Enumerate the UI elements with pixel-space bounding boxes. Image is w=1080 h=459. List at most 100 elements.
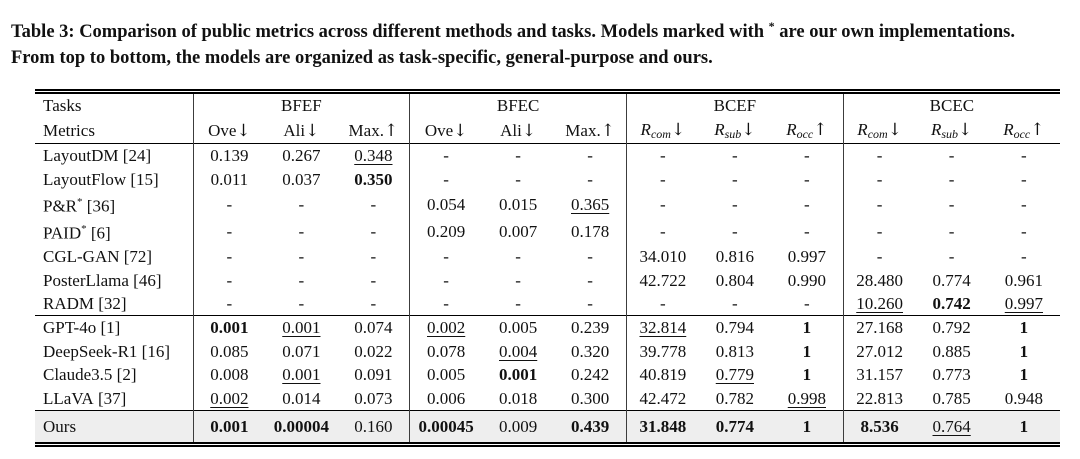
metric-header-bcef-rocc: Rocc↑ bbox=[771, 118, 843, 144]
metric-cell: 0.009 bbox=[482, 409, 555, 445]
down-arrow-icon: ↓ bbox=[453, 120, 468, 141]
metric-cell: - bbox=[192, 190, 266, 219]
metric-header-bcec-rocc: Rocc↑ bbox=[988, 118, 1060, 144]
metric-cell: 0.239 bbox=[554, 315, 627, 340]
metric-cell: - bbox=[804, 146, 810, 166]
table-row: Claude3.5 [2] 0.008 0.001 0.091 0.005 0.001 0.… bbox=[35, 363, 1060, 387]
metric-label: Ali bbox=[283, 120, 306, 140]
model-name: DeepSeek-R1 [16] bbox=[43, 341, 170, 361]
metric-cell: - bbox=[732, 293, 738, 313]
metric-header-bfec-ali: Ali↓ bbox=[482, 118, 554, 144]
metric-cell: 0.005 bbox=[482, 315, 555, 340]
metric-cell: 0.011 bbox=[192, 167, 266, 191]
model-name: P&R* [36] bbox=[43, 195, 116, 216]
metric-cell: - bbox=[1021, 146, 1027, 166]
metric-cell: - bbox=[1021, 194, 1027, 214]
metric-cell: - bbox=[625, 291, 699, 316]
metric-cell: 1 bbox=[771, 409, 844, 445]
metric-cell: - bbox=[515, 293, 521, 313]
metric-cell: - bbox=[1021, 247, 1027, 267]
down-arrow-icon: ↓ bbox=[958, 120, 973, 141]
model-name: PosterLlama [46] bbox=[43, 270, 162, 290]
metric-cell: - bbox=[409, 268, 482, 292]
model-name: LayoutFlow [15] bbox=[43, 169, 159, 189]
model-name: Ours bbox=[35, 409, 193, 445]
metric-cell: 0.782 bbox=[715, 388, 754, 408]
caption-text: Table 3: Comparison of public metrics ac… bbox=[11, 22, 769, 43]
metric-header-bfef-ove: Ove↓ bbox=[192, 118, 266, 144]
metric-cell: 1 bbox=[802, 341, 812, 361]
metric-label: R bbox=[786, 120, 797, 140]
metric-cell: 0.001 bbox=[282, 365, 321, 385]
metric-label: Max. bbox=[565, 120, 601, 140]
metric-cell: 31.848 bbox=[625, 409, 699, 445]
metric-cell: - bbox=[587, 270, 593, 290]
metric-cell: 0.001 bbox=[192, 409, 266, 445]
caption-line-2: From top to bottom, the models are organ… bbox=[11, 48, 713, 69]
metric-cell: 0.085 bbox=[192, 339, 266, 364]
metric-cell: 40.819 bbox=[625, 363, 699, 387]
metric-cell: 0.785 bbox=[932, 388, 971, 408]
model-name: LayoutDM [24] bbox=[43, 146, 152, 166]
metric-cell: 27.168 bbox=[842, 315, 916, 340]
model-name: GPT-4o [1] bbox=[35, 315, 193, 340]
metric-cell: 0.078 bbox=[409, 339, 482, 364]
table-row: GPT-4o [1] 0.001 0.001 0.074 0.002 0.005 0.239… bbox=[35, 315, 1060, 340]
metric-cell: 0.002 bbox=[192, 386, 266, 411]
metric-cell: 31.157 bbox=[842, 363, 916, 387]
metric-cell: 0.037 bbox=[282, 169, 321, 189]
caption-text-cont: are our own implementations. bbox=[774, 22, 1016, 43]
metric-subscript: com bbox=[650, 127, 671, 142]
metric-cell: 0.792 bbox=[915, 315, 988, 340]
metric-cell: - bbox=[732, 169, 738, 189]
up-arrow-icon: ↑ bbox=[383, 120, 399, 141]
metric-cell: 28.480 bbox=[842, 268, 916, 292]
metric-label: R bbox=[857, 120, 868, 140]
table-row: P&R* [36] - - -0.054 0.015 0.365- - - - - - bbox=[35, 190, 1060, 219]
metric-cell: - bbox=[948, 247, 955, 267]
metric-cell: 39.778 bbox=[625, 339, 699, 364]
metric-cell: 0.885 bbox=[932, 341, 971, 361]
table-row: DeepSeek-R1 [16] 0.085 0.071 0.022 0.078 0.00… bbox=[35, 339, 1060, 364]
metric-header-bfef-max: Max.↑ bbox=[338, 118, 410, 144]
metric-cell: 0.774 bbox=[932, 270, 971, 290]
metric-cell: 0.006 bbox=[409, 386, 482, 411]
metric-label: R bbox=[1003, 120, 1014, 140]
metric-subscript: sub bbox=[724, 127, 742, 142]
metric-cell: 0.267 bbox=[282, 146, 321, 166]
up-arrow-icon: ↑ bbox=[600, 120, 615, 141]
metric-cell: - bbox=[587, 169, 593, 189]
metric-cell: - bbox=[625, 167, 699, 191]
metric-cell: 0.242 bbox=[571, 365, 610, 385]
metric-subscript: occ bbox=[1013, 127, 1031, 142]
metric-cell: 10.260 bbox=[842, 291, 916, 316]
metric-cell: 0.001 bbox=[192, 315, 266, 340]
metric-cell: - bbox=[842, 218, 916, 246]
metric-cell: - bbox=[587, 293, 593, 313]
down-arrow-icon: ↓ bbox=[305, 120, 320, 141]
metric-cell: - bbox=[370, 221, 377, 241]
metric-cell: - bbox=[842, 143, 916, 168]
metric-cell: 0.773 bbox=[932, 365, 971, 385]
metric-subscript: occ bbox=[796, 127, 814, 142]
metric-cell: - bbox=[409, 167, 482, 191]
metric-cell: - bbox=[515, 146, 521, 166]
metric-cell: - bbox=[804, 221, 810, 241]
metric-cell: - bbox=[370, 194, 377, 214]
own-implementation-star: * bbox=[768, 19, 775, 33]
metric-cell: - bbox=[625, 143, 699, 168]
metric-cell: 1 bbox=[771, 315, 844, 340]
table-header: Tasks BFEF BFEC BCEF BCEC Metrics Ove↓ A… bbox=[35, 91, 1060, 144]
metric-cell: - bbox=[370, 293, 377, 313]
table-row: PAID* [6] - - -0.209 0.007 0.178- - - - - - bbox=[35, 218, 1060, 246]
metric-header-bfec-ove: Ove↓ bbox=[409, 118, 482, 144]
metric-cell: 27.012 bbox=[842, 339, 916, 364]
metric-cell: 8.536 bbox=[842, 409, 916, 445]
metric-cell: 0.350 bbox=[354, 169, 393, 189]
metric-cell: - bbox=[804, 293, 810, 313]
metric-cell: - bbox=[625, 190, 699, 219]
caption-line-1: Table 3: Comparison of public metrics ac… bbox=[11, 13, 1080, 45]
up-arrow-icon: ↑ bbox=[813, 120, 828, 141]
metric-cell: 1 bbox=[802, 365, 812, 385]
metric-cell: 0.00045 bbox=[409, 409, 482, 445]
